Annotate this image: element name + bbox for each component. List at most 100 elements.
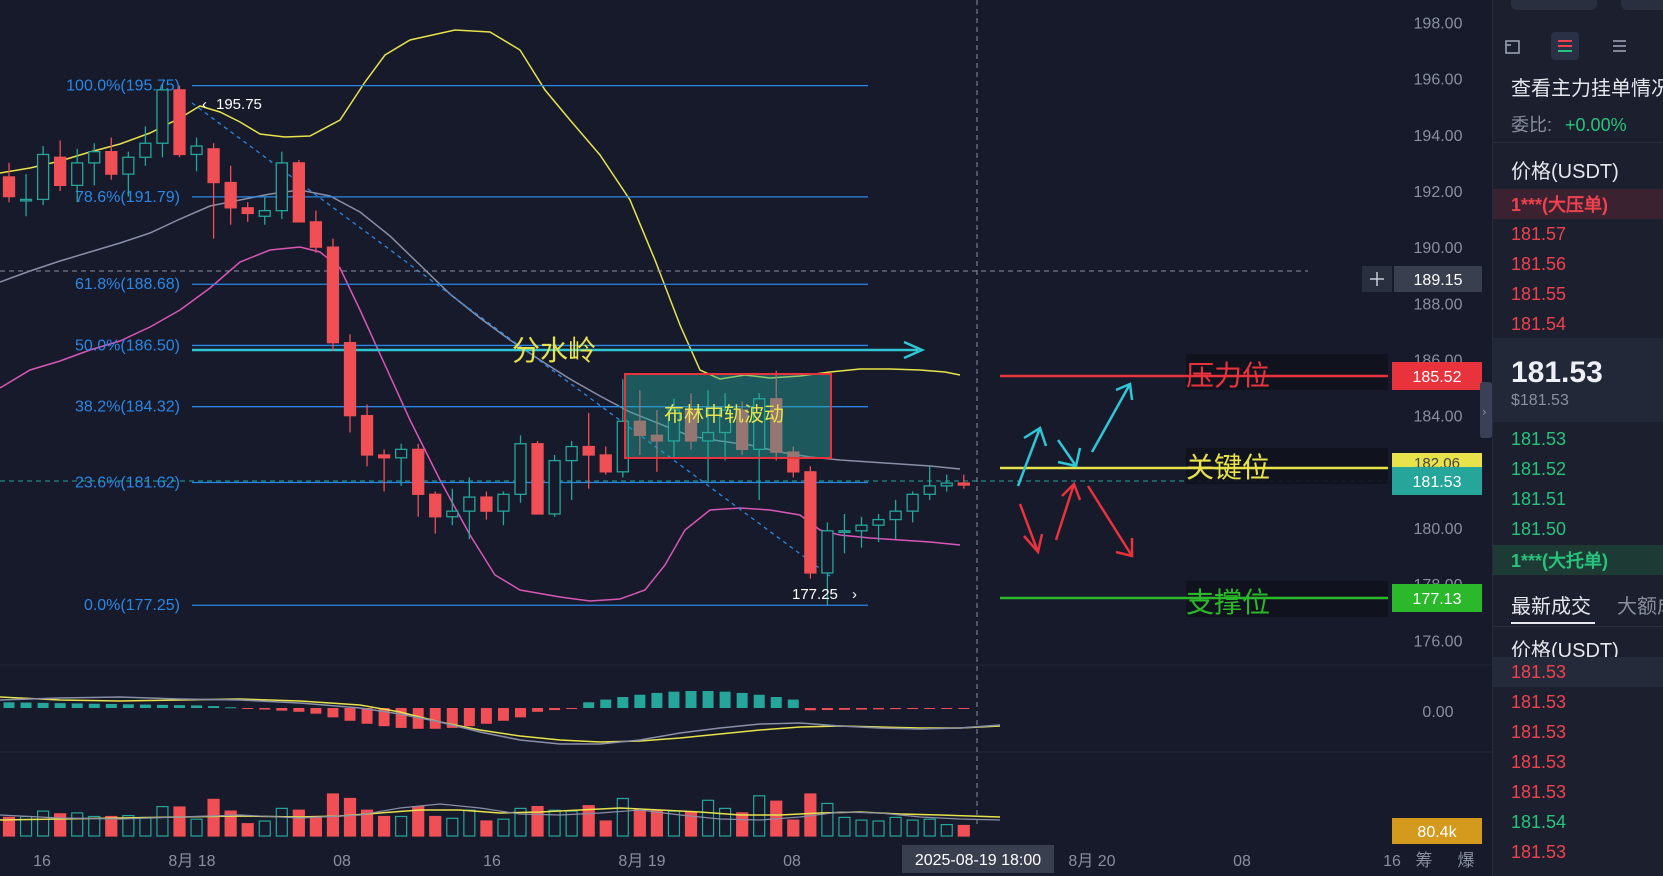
- trade-row[interactable]: 181.53: [1511, 751, 1567, 772]
- time-axis-label: 8月 18: [168, 853, 215, 870]
- big-sell-row[interactable]: 1***(大压单): [1493, 189, 1663, 219]
- macd-bar: [668, 691, 680, 708]
- trade-row[interactable]: 181.54: [1511, 811, 1567, 832]
- candle-body: [36, 153, 50, 201]
- candle-body: [2, 176, 16, 198]
- trade-row[interactable]: 181.53: [1511, 691, 1567, 712]
- volume-bar: [872, 820, 885, 837]
- bid-row[interactable]: 181.52: [1511, 458, 1567, 479]
- boll-lower-line: [0, 246, 961, 602]
- layout-icon[interactable]: [1499, 32, 1527, 60]
- candle-body: [565, 445, 578, 462]
- candle-body: [787, 451, 800, 473]
- candle-body: [394, 448, 408, 459]
- candle-body: [54, 156, 67, 187]
- candle-body: [718, 409, 732, 434]
- candle-body: [957, 482, 970, 486]
- ask-row[interactable]: 181.55: [1511, 283, 1567, 304]
- candle-body: [582, 445, 595, 456]
- volume-bar: [548, 809, 561, 837]
- fib-high-value: 195.75: [216, 96, 262, 113]
- macd-bar: [20, 702, 32, 708]
- panel-top-tab-1[interactable]: [1511, 0, 1597, 10]
- watershed-arrowhead: [903, 340, 926, 360]
- list-icon[interactable]: [1605, 32, 1633, 60]
- crosshair-time-tag: 2025-08-19 18:00: [902, 845, 1054, 873]
- bid-row[interactable]: 181.51: [1511, 488, 1567, 509]
- candle-body: [804, 471, 817, 574]
- ask-row[interactable]: 181.57: [1511, 223, 1567, 244]
- candle-body: [684, 409, 698, 442]
- annotation-resistance: 压力位: [1186, 359, 1270, 392]
- bid-row[interactable]: 181.53: [1511, 428, 1567, 449]
- candle-body: [906, 493, 919, 512]
- macd-bar: [634, 694, 646, 708]
- time-axis-label: 16: [1383, 853, 1401, 870]
- volume-bar: [599, 820, 612, 837]
- volume-bar: [395, 815, 408, 837]
- tab-large-trades[interactable]: 大额成交: [1617, 596, 1663, 618]
- trade-row[interactable]: 181.53: [1511, 721, 1567, 742]
- volume-bar: [957, 824, 970, 837]
- candles: [2, 84, 970, 606]
- liquidation-icon[interactable]: 爆: [1458, 851, 1475, 871]
- macd-bar: [566, 708, 578, 709]
- macd-dea-line: [0, 696, 1001, 745]
- candle-body: [889, 510, 902, 521]
- volume-bar: [139, 816, 152, 837]
- trade-row[interactable]: 181.53: [1511, 781, 1567, 802]
- macd-bar: [429, 708, 441, 729]
- fib-high-marker: ‹: [202, 96, 207, 113]
- order-book-both-icon[interactable]: [1551, 32, 1579, 60]
- price-axis-label: 198.00: [1414, 15, 1463, 32]
- price-axis-label: 176.00: [1414, 633, 1463, 650]
- trade-row[interactable]: 181.53: [1511, 841, 1567, 862]
- macd-bar: [736, 692, 748, 708]
- svg-text:185.52: 185.52: [1413, 369, 1462, 386]
- price-axis-label: 192.00: [1414, 184, 1463, 201]
- fib-label: 0.0%(177.25): [84, 597, 180, 614]
- fib-label: 61.8%(188.68): [75, 276, 180, 293]
- volume-bar: [923, 818, 936, 837]
- ask-row[interactable]: 181.56: [1511, 253, 1567, 274]
- volume-bar: [224, 810, 237, 837]
- chart-area[interactable]: 100.0%(195.75) 78.6%(191.79) 61.8%(188.68)…: [0, 0, 1492, 876]
- macd-bar: [37, 702, 49, 708]
- candle-body: [497, 493, 510, 512]
- svg-text:181.53: 181.53: [1413, 474, 1462, 491]
- main-orders-title[interactable]: 查看主力挂单情况: [1511, 78, 1663, 100]
- candle-body: [923, 485, 936, 495]
- candle-body: [275, 162, 288, 212]
- candle-body: [377, 454, 391, 459]
- macd-bar: [617, 697, 629, 708]
- trade-row[interactable]: 181.53: [1493, 657, 1663, 687]
- ask-row[interactable]: 181.54: [1511, 313, 1567, 334]
- big-buy-row[interactable]: 1***(大托单): [1493, 545, 1663, 575]
- macd-bar: [924, 708, 936, 709]
- macd-bar: [293, 708, 305, 712]
- candle-body: [463, 496, 476, 512]
- panel-collapse-handle[interactable]: [1480, 382, 1492, 438]
- bid-row[interactable]: 181.50: [1511, 518, 1567, 539]
- macd-bar: [890, 708, 902, 710]
- fib-label: 100.0%(195.75): [66, 78, 180, 95]
- svg-text:2025-08-19 18:00: 2025-08-19 18:00: [915, 852, 1041, 869]
- volume-bar: [258, 820, 271, 837]
- candle-body: [753, 398, 766, 451]
- volume-bar: [787, 819, 800, 837]
- volume-bar: [190, 818, 203, 837]
- tab-latest-trades[interactable]: 最新成交: [1511, 596, 1591, 618]
- candle-body: [190, 145, 203, 156]
- volume-bar: [343, 797, 357, 837]
- chart-canvas[interactable]: 100.0%(195.75) 78.6%(191.79) 61.8%(188.68)…: [0, 0, 1492, 876]
- chip-distribution-icon[interactable]: 筹: [1416, 851, 1433, 871]
- boll-mid-box: [624, 373, 832, 459]
- macd-bar: [395, 708, 407, 728]
- candle-body: [224, 181, 237, 209]
- time-axis-label: 8月 20: [1068, 853, 1115, 870]
- fib-low-value: 177.25: [792, 586, 838, 603]
- volume-bar: [36, 810, 50, 837]
- macd-bar: [344, 708, 356, 721]
- panel-top-tab-2[interactable]: [1621, 0, 1663, 10]
- volume-bar: [71, 812, 84, 837]
